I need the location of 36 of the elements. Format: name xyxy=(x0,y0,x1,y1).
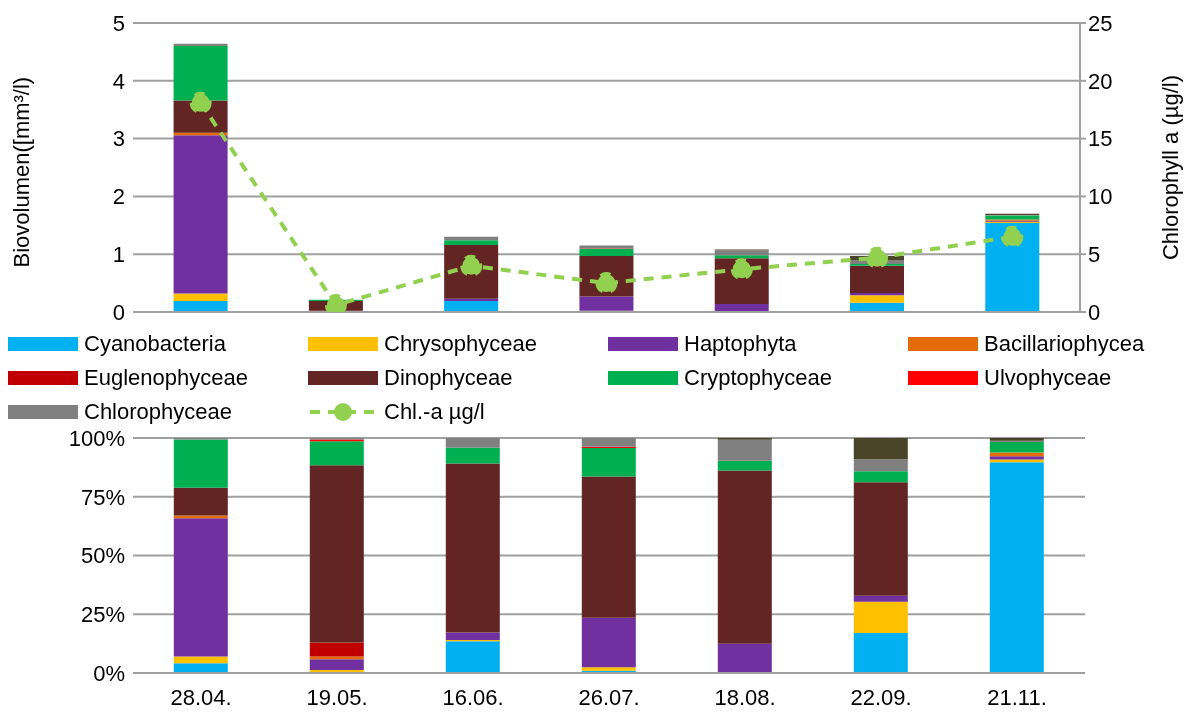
y-tick-label: 3 xyxy=(112,126,125,152)
legend-label: Cryptophyceae xyxy=(684,365,832,391)
x-tick-label: 26.07. xyxy=(578,684,640,710)
y2-tick-label: 0 xyxy=(1088,299,1101,325)
y-tick-label: 0 xyxy=(112,299,125,325)
y-tick-label: 4 xyxy=(112,68,125,94)
x-tick-label: 19.05. xyxy=(306,684,368,710)
y-tick-label: 25% xyxy=(80,602,125,628)
legend-label: Bacillariophycea xyxy=(984,331,1145,357)
y2-tick-label: 25 xyxy=(1088,10,1113,36)
x-tick-label: 21.11. xyxy=(987,684,1047,710)
y-tick-label: 2 xyxy=(112,184,125,210)
legend-label: Dinophyceae xyxy=(384,365,513,391)
y-axis-title: Biovolumen([mm³/l) xyxy=(8,76,34,268)
x-tick-label: 28.04. xyxy=(170,684,232,710)
legend-label: Chl.-a µg/l xyxy=(384,399,485,425)
y-tick-label: 100% xyxy=(68,425,125,451)
y2-tick-label: 5 xyxy=(1088,242,1101,268)
y-tick-label: 50% xyxy=(80,543,125,569)
legend-label: Cyanobacteria xyxy=(84,331,226,357)
y2-tick-label: 15 xyxy=(1088,126,1113,152)
y2-tick-label: 20 xyxy=(1088,68,1113,94)
legend-label: Chlorophyceae xyxy=(84,399,232,425)
x-tick-label: 22.09. xyxy=(850,684,912,710)
x-tick-label: 16.06. xyxy=(442,684,504,710)
legend-label: Euglenophyceae xyxy=(84,365,248,391)
y2-axis-title: Chlorophyll a (µg/l) xyxy=(1157,74,1183,261)
legend-label: Ulvophyceae xyxy=(984,365,1112,391)
legend-label: Haptophyta xyxy=(684,331,797,357)
y-tick-label: 1 xyxy=(112,242,125,268)
legend-label: Chrysophyceae xyxy=(384,331,537,357)
y-tick-label: 75% xyxy=(80,484,125,510)
y-tick-label: 5 xyxy=(112,10,125,36)
x-tick-label: 18.08. xyxy=(714,684,776,710)
y2-tick-label: 10 xyxy=(1088,184,1113,210)
y-tick-label: 0% xyxy=(93,660,125,686)
